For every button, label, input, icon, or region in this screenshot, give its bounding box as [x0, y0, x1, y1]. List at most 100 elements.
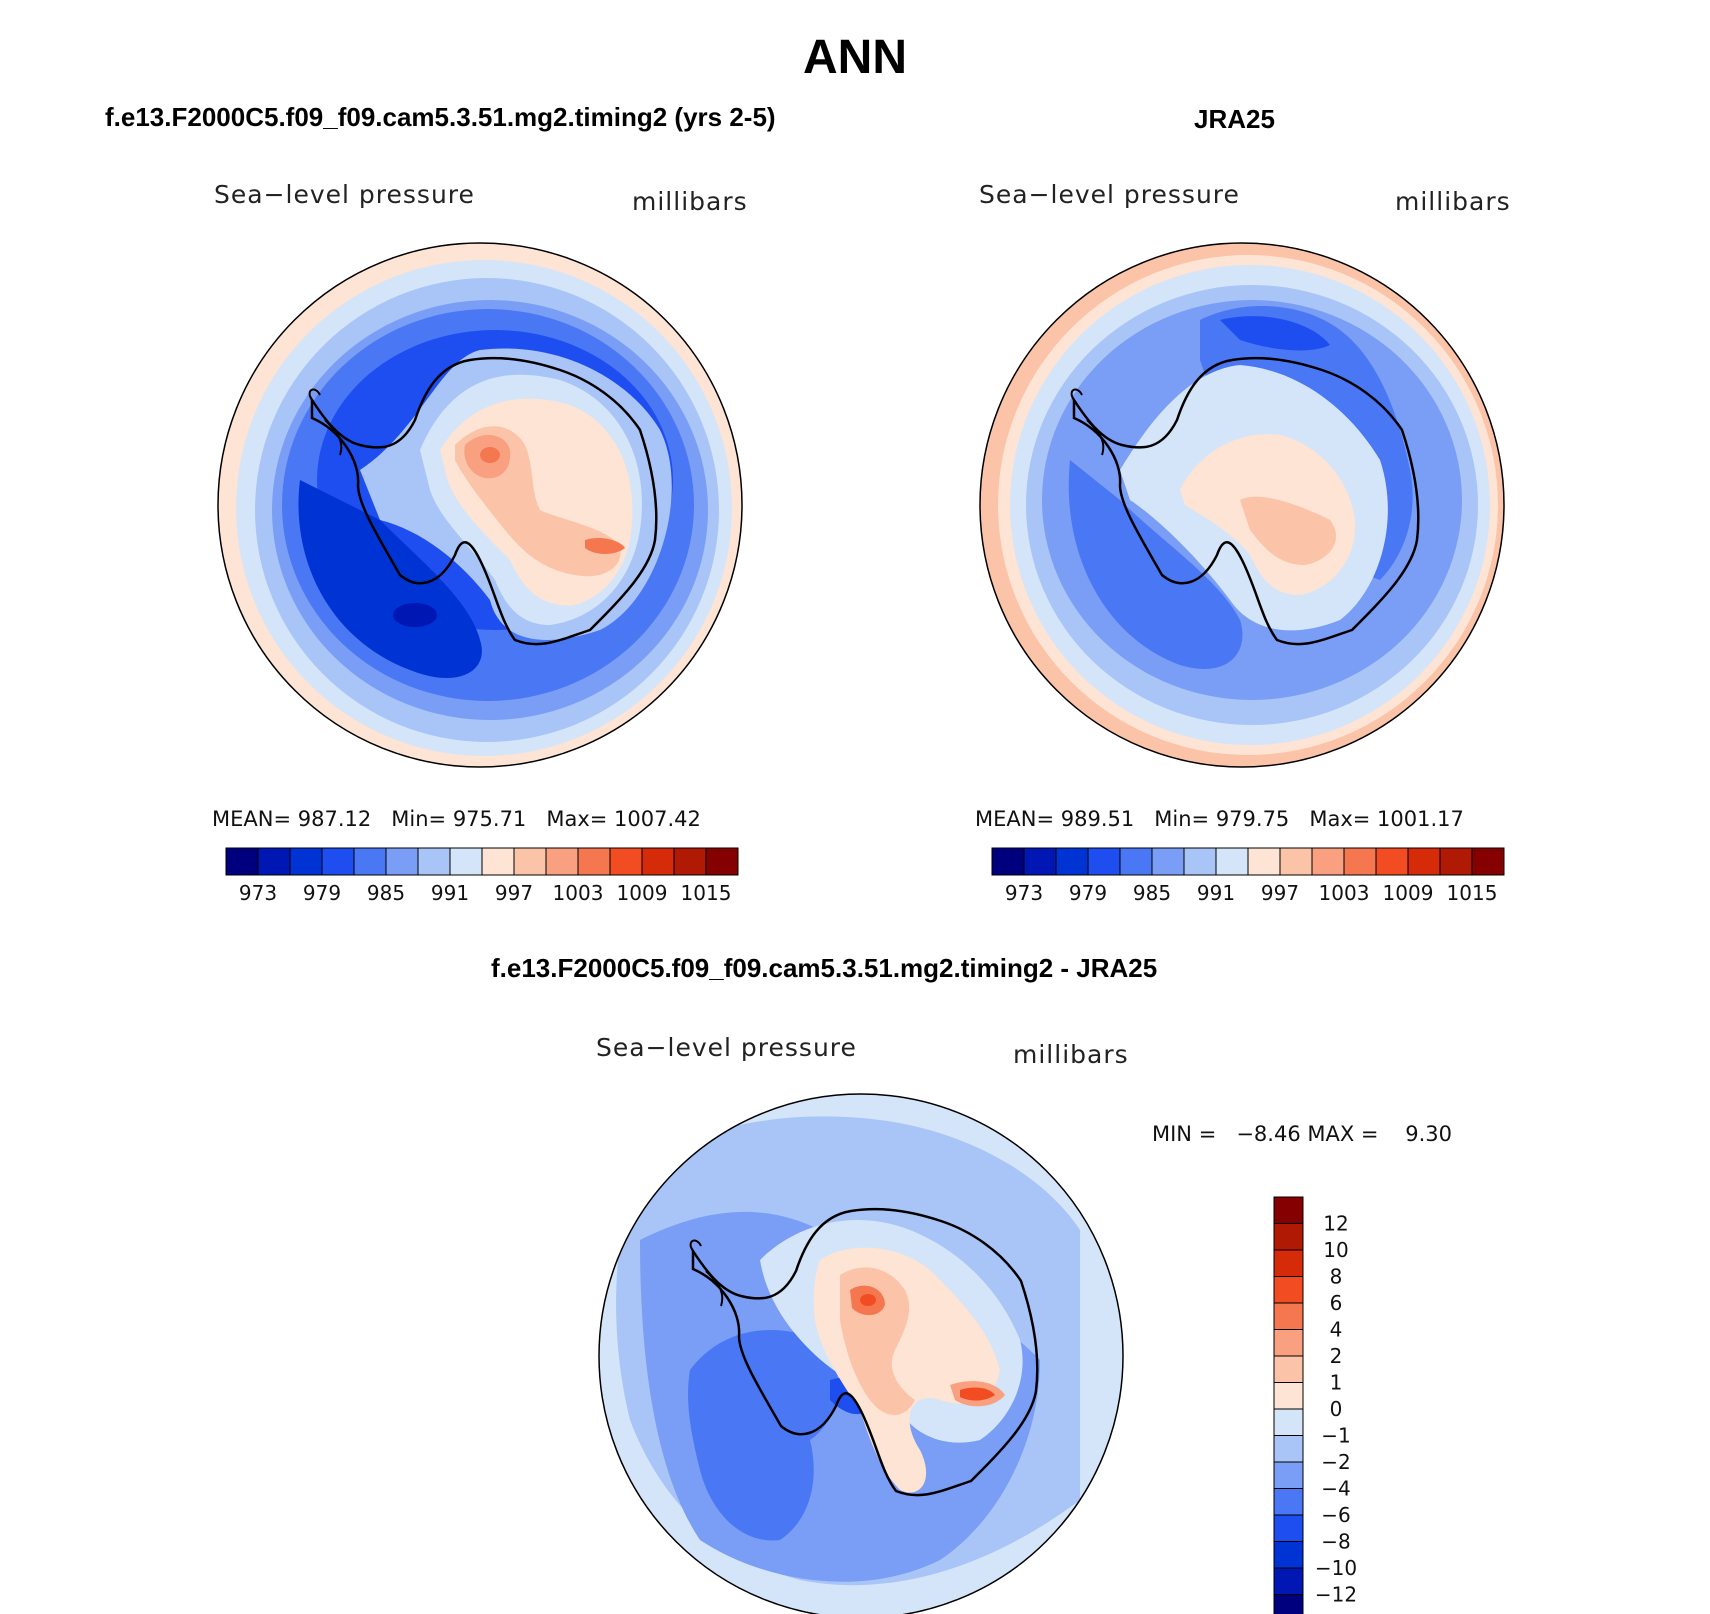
panel1-colorbar-swatch: [385, 847, 419, 876]
panel2-colorbar-swatch: [1311, 847, 1345, 876]
panel1-colorbar: 973 979 985 991 997 1003 1009 1015: [225, 847, 739, 905]
panel1-colorbar-swatch: [641, 847, 675, 876]
panel1-mean-label: MEAN=: [212, 807, 292, 831]
panel2-colorbar-tick-label: 991: [1197, 881, 1235, 905]
panel1-colorbar-tick-label: 997: [495, 881, 533, 905]
panel3-colorbar-swatch: [1273, 1382, 1304, 1410]
panel1-variable-label: Sea−level pressure: [214, 180, 475, 209]
panel1-max-value: 1007.42: [614, 807, 701, 831]
panel2-colorbar-swatch: [1343, 847, 1377, 876]
panel2-colorbar-swatch: [1439, 847, 1473, 876]
panel1-colorbar-swatch: [449, 847, 483, 876]
panel3-colorbar-tick-label: 0: [1330, 1397, 1343, 1421]
panel3-units-label: millibars: [1013, 1040, 1129, 1069]
panel3-max-value: 9.30: [1405, 1122, 1452, 1146]
panel2-colorbar-swatch: [1151, 847, 1185, 876]
panel3-colorbar-swatch: [1273, 1594, 1304, 1614]
panel3-colorbar-swatch: [1273, 1408, 1304, 1436]
panel2-colorbar-swatch: [1471, 847, 1505, 876]
panel2-mean-value: 989.51: [1060, 807, 1135, 831]
panel1-colorbar-tick-label: 1009: [617, 881, 668, 905]
panel3-colorbar-tick-label: −1: [1321, 1424, 1350, 1448]
panel2-mean-label: MEAN=: [975, 807, 1055, 831]
panel3-colorbar-swatch: [1273, 1302, 1304, 1330]
panel2-colorbar-tick-label: 985: [1133, 881, 1171, 905]
panel3-colorbar-swatch: [1273, 1329, 1304, 1357]
panel1-colorbar-swatch: [545, 847, 579, 876]
panel3-colorbar-tick-label: −12: [1315, 1583, 1357, 1607]
panel2-colorbar-tick-label: 1003: [1319, 881, 1370, 905]
panel1-colorbar-tick-label: 1015: [681, 881, 732, 905]
panel3-colorbar-swatch: [1273, 1488, 1304, 1516]
panel3-stats: MIN = −8.46 MAX = 9.30: [1152, 1122, 1452, 1146]
panel1-colorbar-swatch: [577, 847, 611, 876]
panel1-colorbar-swatch: [609, 847, 643, 876]
panel1-colorbar-tick-label: 973: [239, 881, 277, 905]
panel2-colorbar-swatch: [991, 847, 1025, 876]
panel3-colorbar-tick-label: 12: [1323, 1212, 1348, 1236]
panel2-variable-label: Sea−level pressure: [979, 180, 1240, 209]
panel3-colorbar-swatch: [1273, 1223, 1304, 1251]
panel2-stats: MEAN= 989.51 Min= 979.75 Max= 1001.17: [975, 807, 1464, 831]
panel1-colorbar-swatch: [321, 847, 355, 876]
panel1-colorbar-swatch: [225, 847, 259, 876]
panel2-colorbar-swatch: [1215, 847, 1249, 876]
panel2-units-label: millibars: [1395, 187, 1511, 216]
panel1-colorbar-tick-label: 1003: [553, 881, 604, 905]
panel1-colorbar-swatch: [289, 847, 323, 876]
panel2-colorbar-tick-label: 997: [1261, 881, 1299, 905]
panel3-min-label: MIN =: [1152, 1122, 1217, 1146]
figure-title: ANN: [803, 31, 907, 84]
panel3-colorbar-swatch: [1273, 1249, 1304, 1277]
panel2-case-title: JRA25: [1194, 104, 1275, 134]
panel1-colorbar-tick-label: 985: [367, 881, 405, 905]
panel3-colorbar-swatch: [1273, 1514, 1304, 1542]
panel3-colorbar-swatch: [1273, 1196, 1304, 1224]
panel3-colorbar-tick-label: 10: [1323, 1238, 1348, 1262]
panel2-colorbar-tick-label: 1015: [1447, 881, 1498, 905]
panel3-colorbar-tick-label: 6: [1330, 1291, 1343, 1315]
panel3-colorbar-tick-label: 1: [1330, 1371, 1343, 1395]
panel3-colorbar-tick-label: 2: [1330, 1344, 1343, 1368]
panel1-colorbar-swatch: [417, 847, 451, 876]
panel1-min-value: 975.71: [452, 807, 527, 831]
panel2-max-label: Max=: [1309, 807, 1371, 831]
panel2-min-value: 979.75: [1215, 807, 1290, 831]
panel3-colorbar-swatch: [1273, 1567, 1304, 1595]
panel2-colorbar-tick-label: 973: [1005, 881, 1043, 905]
panel3-colorbar-tick-label: −8: [1321, 1530, 1350, 1554]
panel1-colorbar-tick-label: 991: [431, 881, 469, 905]
panel2-colorbar-swatch: [1183, 847, 1217, 876]
panel3-colorbar-tick-label: −4: [1321, 1477, 1350, 1501]
panel1-colorbar-swatch: [673, 847, 707, 876]
panel2-colorbar-swatch: [1247, 847, 1281, 876]
panel2-min-label: Min=: [1154, 807, 1210, 831]
panel3-colorbar-tick-label: 8: [1330, 1265, 1343, 1289]
panel1-case-title: f.e13.F2000C5.f09_f09.cam5.3.51.mg2.timi…: [105, 102, 776, 132]
panel1-colorbar-tick-label: 979: [303, 881, 341, 905]
panel2-colorbar-swatch: [1407, 847, 1441, 876]
panel3-colorbar-tick-label: 4: [1330, 1318, 1343, 1342]
panel2-colorbar-swatch: [1375, 847, 1409, 876]
panel1-units-label: millibars: [632, 187, 748, 216]
panel1-mean-value: 987.12: [297, 807, 372, 831]
panel3-colorbar-swatch: [1273, 1435, 1304, 1463]
panel2-colorbar-swatch: [1119, 847, 1153, 876]
panel1-max-label: Max=: [546, 807, 608, 831]
panel3-case-title: f.e13.F2000C5.f09_f09.cam5.3.51.mg2.timi…: [491, 953, 1158, 983]
panel3-colorbar-swatch: [1273, 1541, 1304, 1569]
panel3-colorbar-tick-label: −6: [1321, 1503, 1350, 1527]
panel1-colorbar-swatch: [257, 847, 291, 876]
panel2-colorbar-tick-label: 979: [1069, 881, 1107, 905]
panel1-colorbar-swatch: [481, 847, 515, 876]
panel1-colorbar-swatch: [705, 847, 739, 876]
panel3-map: [598, 1093, 1124, 1614]
panel1-stats: MEAN= 987.12 Min= 975.71 Max= 1007.42: [212, 807, 701, 831]
panel2-colorbar-swatch: [1023, 847, 1057, 876]
panel2-colorbar-swatch: [1055, 847, 1089, 876]
panel1-colorbar-swatch: [513, 847, 547, 876]
panel3-colorbar-swatch: [1273, 1276, 1304, 1304]
panel2-colorbar-swatch: [1279, 847, 1313, 876]
